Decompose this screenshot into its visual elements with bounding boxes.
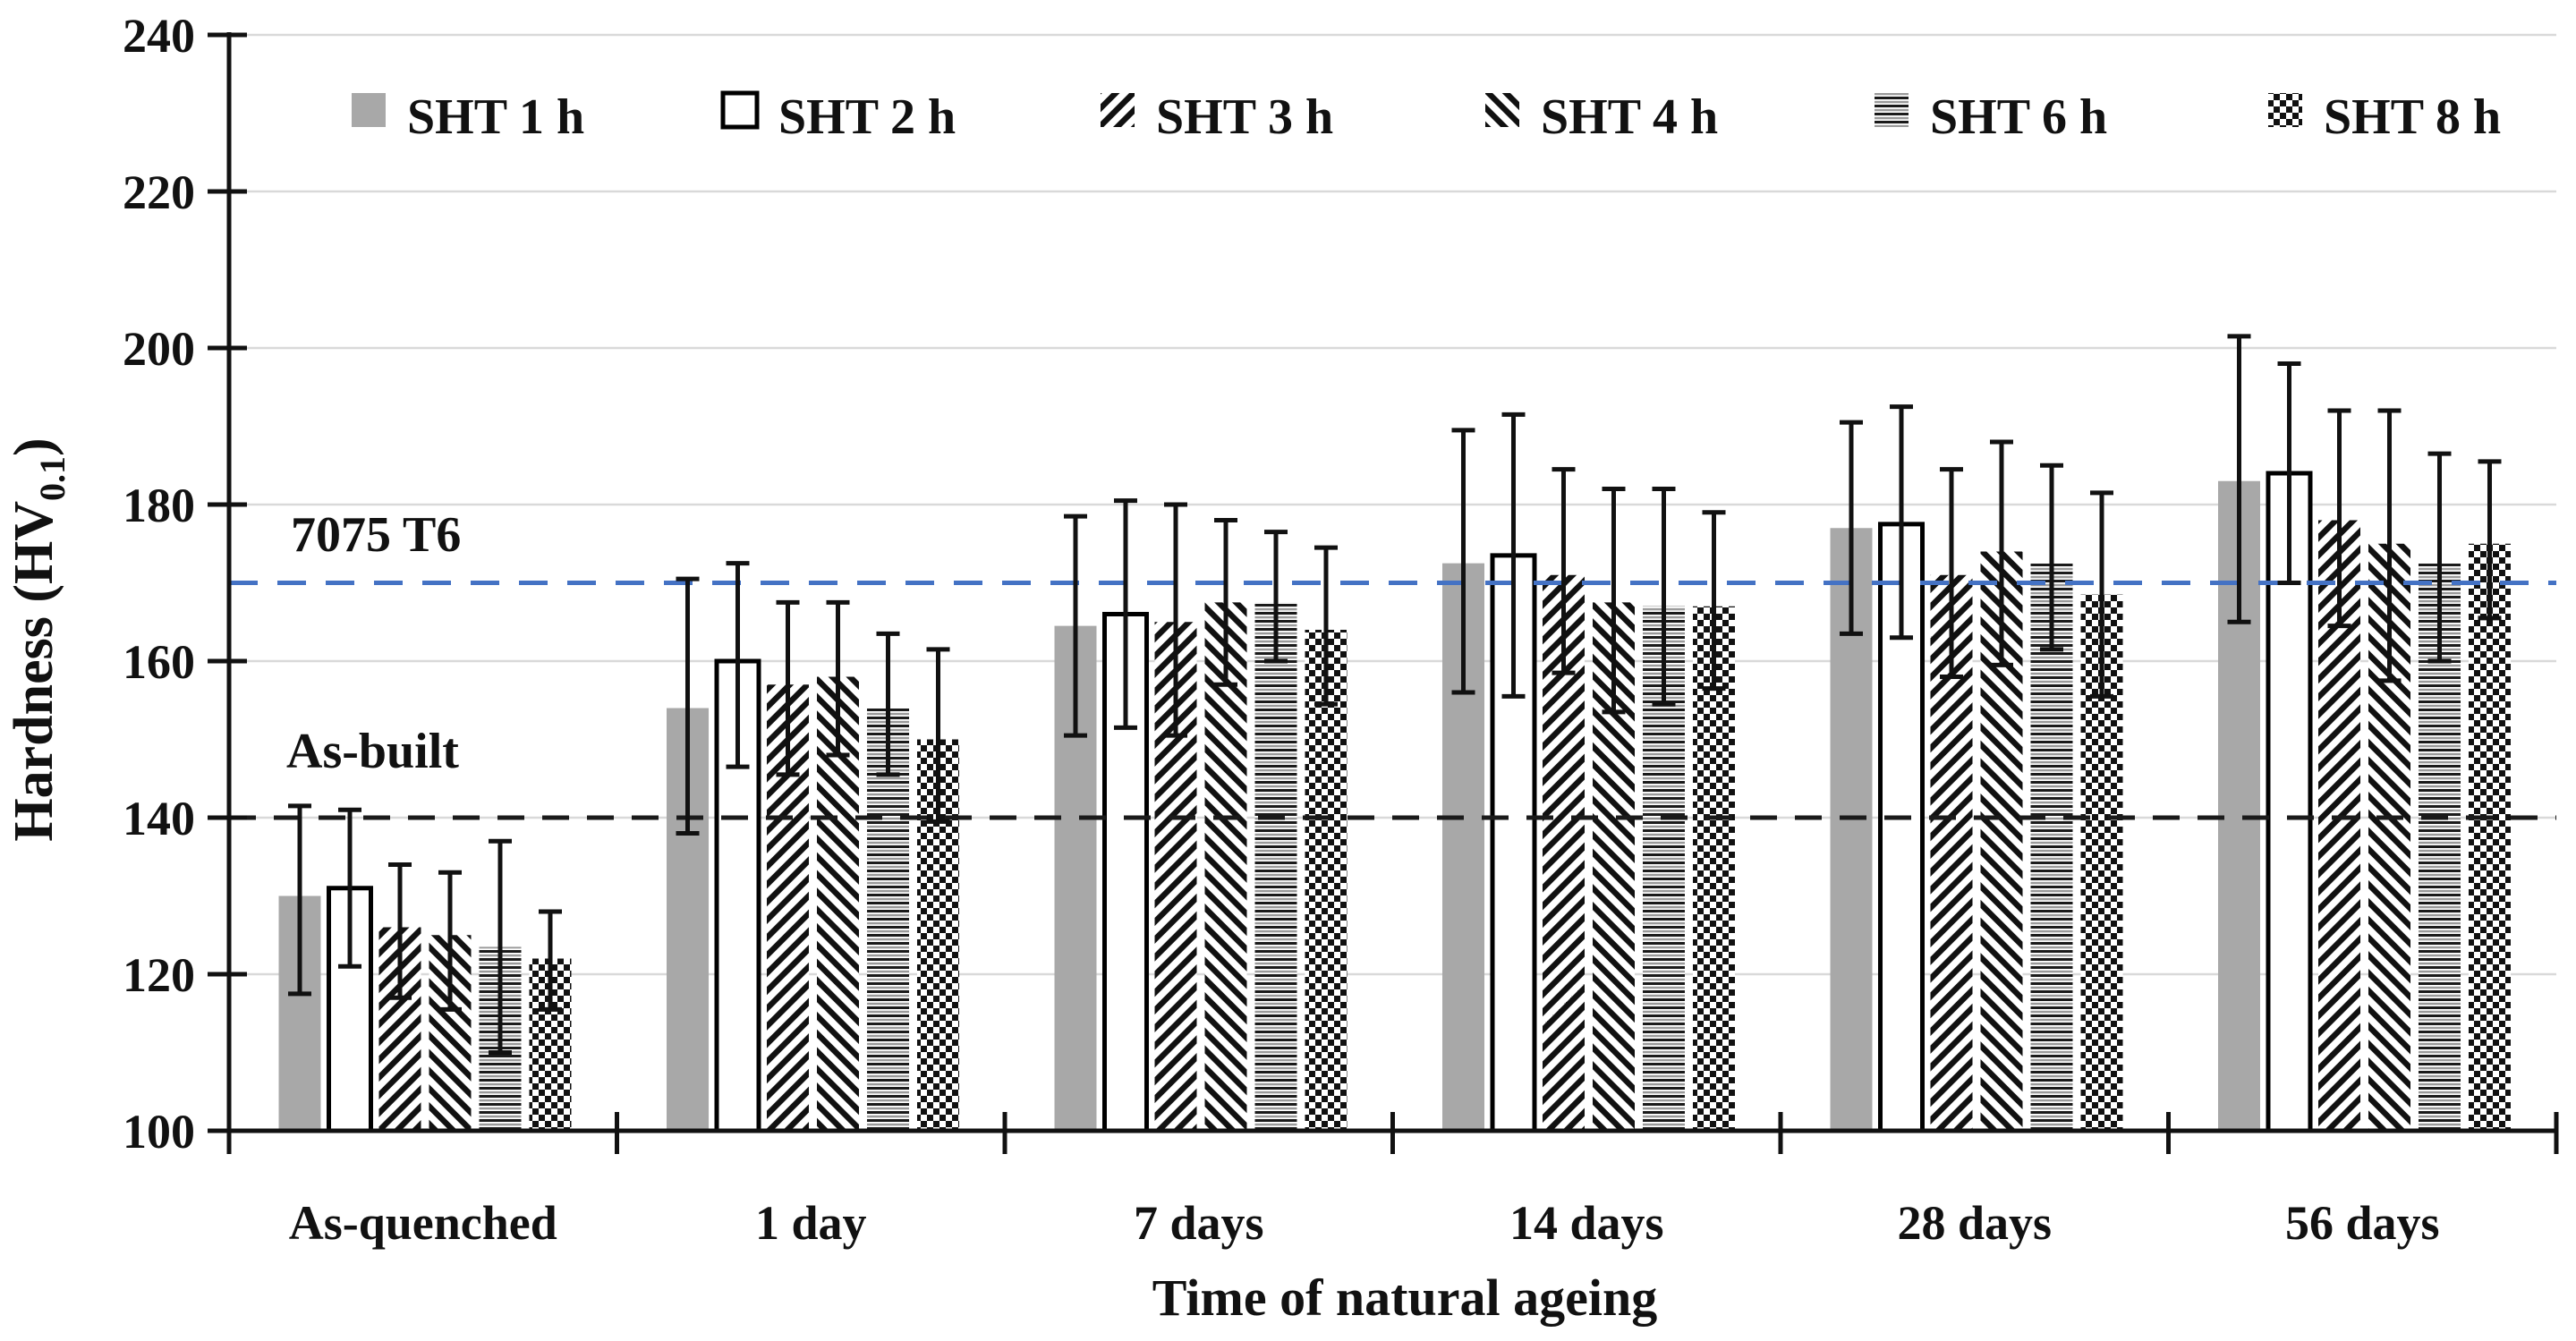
bar-SHT4h-7days	[1204, 602, 1247, 1131]
x-category-label: 7 days	[1134, 1196, 1264, 1250]
error-bar	[2478, 459, 2502, 621]
x-axis-title: Time of natural ageing	[1152, 1269, 1657, 1327]
error-bar	[288, 803, 311, 997]
error-bar	[1501, 412, 1526, 699]
error-bar	[1064, 513, 1087, 738]
error-bar	[489, 838, 512, 1055]
bar-SHT6h-7days	[1254, 602, 1297, 1131]
error-bar	[1552, 467, 1576, 675]
error-bar	[438, 870, 462, 1012]
error-bar	[1114, 498, 1137, 730]
error-bar	[1264, 530, 1288, 664]
x-category-label: As-quenched	[289, 1196, 557, 1250]
error-bar	[726, 561, 750, 769]
error-bar	[1702, 510, 1726, 692]
error-bar	[2377, 408, 2402, 683]
reference-lines	[229, 581, 2556, 820]
error-bar	[1451, 428, 1475, 695]
error-bars	[288, 334, 2502, 1055]
legend-label: SHT 2 h	[778, 89, 956, 145]
error-bar	[1990, 439, 2013, 667]
ref-line-label-7075-t6: 7075 T6	[291, 507, 461, 563]
y-axis-title: Hardness (HV0.1)	[4, 437, 72, 841]
legend: SHT 1 h SHT 2 h SHT 3 h SHT 4 h SHT 6 h SHT 8…	[352, 89, 2501, 145]
bar-SHT8h-14days	[1693, 606, 1735, 1131]
error-bar	[2040, 463, 2063, 652]
x-category-label: 14 days	[1509, 1196, 1664, 1250]
y-axis-title-sub: 0.1	[32, 456, 72, 501]
error-bar	[338, 807, 361, 969]
legend-label: SHT 6 h	[1930, 89, 2107, 145]
tick-labels: 100 120 140 160 180 200 220 240 As-quenched 1 day…	[123, 9, 2440, 1250]
bar-SHT6h-1day	[867, 708, 909, 1131]
error-bar	[2327, 408, 2351, 629]
x-category-label: 56 days	[2285, 1196, 2440, 1250]
error-bar	[676, 576, 700, 836]
error-bar	[1314, 545, 1338, 707]
error-bar	[388, 862, 412, 1000]
legend-marker	[2268, 93, 2302, 127]
y-tick-label: 160	[123, 635, 195, 689]
y-tick-label: 120	[123, 948, 195, 1002]
error-bar	[2090, 490, 2113, 699]
legend-marker	[1101, 93, 1135, 127]
y-tick-label: 220	[123, 166, 195, 219]
legend-item-SHT4h: SHT 4 h	[1485, 89, 1718, 145]
x-category-label: 28 days	[1897, 1196, 2052, 1250]
y-axis-title-end: )	[4, 437, 64, 456]
x-category-label: 1 day	[755, 1196, 867, 1250]
error-bar	[1164, 502, 1187, 738]
gridlines	[229, 33, 2556, 976]
y-tick-label: 240	[123, 9, 195, 63]
legend-item-SHT2h: SHT 2 h	[720, 89, 956, 145]
error-bar	[2427, 451, 2452, 664]
axes	[208, 32, 2559, 1154]
legend-item-SHT8h: SHT 8 h	[2268, 89, 2501, 145]
y-axis-title-main: Hardness (HV	[4, 501, 64, 842]
legend-marker	[720, 90, 760, 130]
error-bar	[1652, 487, 1676, 707]
legend-item-SHT3h: SHT 3 h	[1101, 89, 1333, 145]
y-tick-label: 140	[123, 792, 195, 845]
legend-label: SHT 3 h	[1156, 89, 1333, 145]
legend-marker	[1875, 93, 1909, 127]
bar-SHT8h-56days	[2469, 543, 2511, 1131]
legend-item-SHT1h: SHT 1 h	[352, 89, 584, 145]
bar-SHT8h-7days	[1305, 630, 1348, 1131]
legend-marker	[352, 93, 386, 127]
error-bar	[876, 631, 900, 777]
y-tick-label: 100	[123, 1105, 195, 1159]
error-bar	[2227, 334, 2251, 624]
legend-label: SHT 1 h	[407, 89, 584, 145]
error-bar	[926, 647, 950, 824]
y-tick-label: 180	[123, 479, 195, 532]
error-bar	[539, 909, 562, 1012]
error-bar	[1840, 420, 1863, 636]
ref-line-label-as-built: As-built	[286, 724, 459, 779]
error-bar	[776, 599, 800, 777]
bar-SHT6h-28days	[2030, 563, 2073, 1131]
error-bar	[1214, 518, 1237, 687]
error-bar	[1940, 467, 1963, 679]
legend-label: SHT 8 h	[2324, 89, 2501, 145]
legend-label: SHT 4 h	[1541, 89, 1718, 145]
legend-marker	[1485, 93, 1519, 127]
legend-item-SHT6h: SHT 6 h	[1875, 89, 2107, 145]
error-bar	[1602, 487, 1626, 715]
bars	[278, 471, 2511, 1133]
y-tick-label: 200	[123, 322, 195, 376]
error-bar	[1890, 404, 1913, 641]
error-bar	[2277, 361, 2301, 585]
error-bar	[826, 599, 850, 758]
